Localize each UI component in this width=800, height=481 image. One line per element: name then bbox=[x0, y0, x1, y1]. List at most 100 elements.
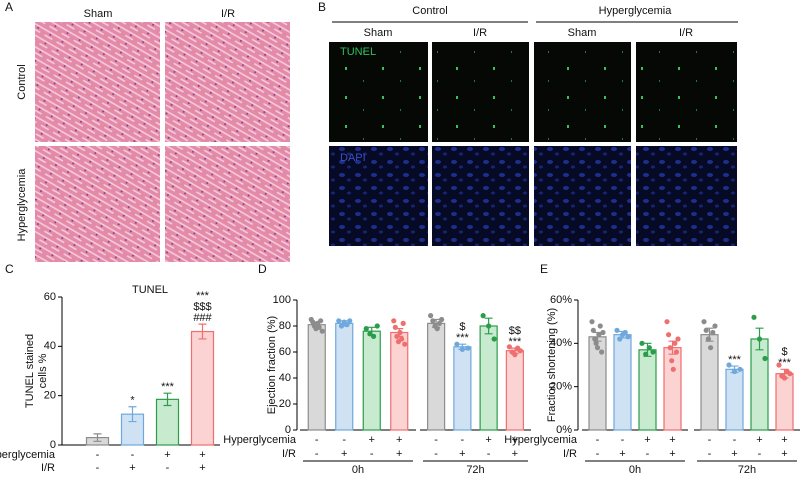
annotation: *** bbox=[456, 332, 470, 344]
data-point bbox=[701, 319, 707, 325]
bar bbox=[190, 330, 215, 446]
bar bbox=[390, 331, 409, 431]
micrograph bbox=[35, 22, 160, 142]
condition-sign: - bbox=[96, 449, 100, 461]
data-point bbox=[650, 349, 656, 355]
bar bbox=[479, 325, 498, 431]
annotation: * bbox=[130, 395, 135, 407]
data-point bbox=[480, 313, 486, 319]
annotation: $ bbox=[781, 346, 787, 358]
group-label: Control bbox=[412, 5, 447, 17]
bar bbox=[725, 368, 744, 431]
data-point bbox=[439, 316, 445, 323]
data-point bbox=[316, 324, 322, 330]
condition-sign: - bbox=[733, 434, 737, 446]
data-point bbox=[726, 362, 732, 368]
data-point bbox=[319, 328, 325, 334]
annotation: *** bbox=[728, 354, 742, 366]
data-point bbox=[669, 358, 675, 364]
micrograph bbox=[329, 42, 428, 142]
data-point bbox=[517, 348, 523, 354]
data-point bbox=[596, 332, 602, 338]
y-axis-label: Ejection fraction (%) bbox=[266, 316, 278, 414]
panel-label: A bbox=[5, 0, 13, 14]
stain-label: TUNEL bbox=[340, 46, 376, 58]
data-point bbox=[454, 341, 460, 347]
condition-sign: + bbox=[669, 448, 675, 460]
condition-sign: - bbox=[596, 434, 600, 446]
data-point bbox=[622, 329, 628, 336]
panel-label: D bbox=[258, 262, 267, 276]
annotation: $$ bbox=[509, 325, 521, 337]
data-point bbox=[589, 319, 595, 325]
condition-sign: + bbox=[199, 462, 205, 474]
condition-sign: + bbox=[781, 448, 787, 460]
group-label: 72h bbox=[738, 464, 756, 476]
condition-sign: + bbox=[341, 448, 347, 460]
condition-sign: - bbox=[596, 448, 600, 460]
error-bar bbox=[128, 406, 137, 423]
micrograph bbox=[534, 42, 631, 142]
condition-label: I/R bbox=[282, 448, 296, 460]
bar bbox=[453, 346, 472, 431]
condition-label: Hyperglycemia bbox=[0, 449, 56, 461]
group-label: 72h bbox=[466, 464, 484, 476]
condition-sign: - bbox=[315, 448, 319, 460]
data-point bbox=[708, 345, 714, 351]
y-tick-label: 60% bbox=[550, 294, 572, 306]
bar bbox=[155, 398, 180, 446]
column-label: I/R bbox=[221, 8, 235, 20]
data-point bbox=[600, 329, 606, 336]
micrograph bbox=[329, 146, 428, 246]
data-point bbox=[363, 326, 369, 332]
data-point bbox=[703, 327, 709, 333]
data-point bbox=[665, 332, 672, 338]
condition-sign: - bbox=[708, 448, 712, 460]
data-point bbox=[459, 346, 465, 352]
chart-title: TUNEL bbox=[132, 284, 168, 296]
annotation: *** bbox=[508, 336, 522, 348]
condition-sign: - bbox=[434, 434, 438, 446]
condition-sign: + bbox=[485, 434, 491, 446]
bar bbox=[505, 350, 524, 431]
condition-sign: - bbox=[166, 462, 170, 474]
y-tick-label: 60 bbox=[279, 346, 291, 358]
data-point bbox=[675, 336, 681, 342]
data-point bbox=[756, 336, 763, 342]
data-point bbox=[318, 318, 324, 324]
bar bbox=[335, 322, 354, 431]
data-point bbox=[710, 329, 716, 336]
data-point bbox=[776, 362, 782, 368]
condition-sign: + bbox=[459, 448, 465, 460]
micrograph bbox=[534, 146, 631, 246]
condition-sign: + bbox=[756, 434, 762, 446]
data-point bbox=[347, 318, 353, 324]
group-label: 0h bbox=[352, 464, 364, 476]
y-axis-label: Fraction shortening (%) bbox=[546, 308, 558, 422]
condition-label: I/R bbox=[563, 448, 577, 460]
micrograph bbox=[432, 146, 529, 246]
data-point bbox=[672, 340, 678, 346]
data-point bbox=[430, 318, 436, 324]
column-label: I/R bbox=[473, 27, 487, 39]
data-point bbox=[428, 313, 434, 319]
data-point bbox=[592, 336, 598, 342]
bar bbox=[427, 322, 446, 431]
data-point bbox=[399, 336, 405, 342]
micrograph bbox=[636, 146, 737, 246]
data-point bbox=[625, 334, 631, 340]
y-tick-label: 0 bbox=[285, 424, 291, 436]
micrograph bbox=[636, 42, 737, 142]
y-tick-label: 0 bbox=[50, 439, 56, 451]
data-point bbox=[705, 336, 712, 342]
group-label: Hyperglycemia bbox=[599, 5, 673, 17]
data-point bbox=[506, 344, 512, 350]
data-point bbox=[402, 341, 408, 347]
data-point bbox=[617, 336, 623, 342]
error-bar bbox=[93, 433, 102, 442]
condition-sign: + bbox=[781, 434, 787, 446]
data-point bbox=[593, 340, 599, 346]
error-bar bbox=[198, 323, 207, 340]
data-point bbox=[646, 345, 652, 351]
condition-sign: + bbox=[512, 448, 518, 460]
